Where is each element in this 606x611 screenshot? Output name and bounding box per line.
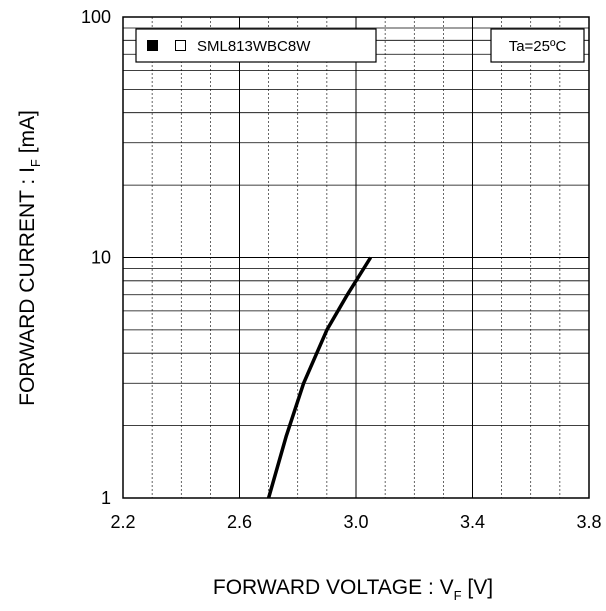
x-tick-label: 3.0 [343,512,368,532]
x-tick-label: 3.8 [576,512,601,532]
annotation-text: Ta=25ºC [509,38,567,55]
tick-labels: 2.2 2.6 3.0 3.4 3.8 1 10 100 [81,7,602,532]
y-tick-label: 10 [91,248,111,268]
legend: SML813WBC8W [135,28,377,63]
x-tick-label: 2.2 [110,512,135,532]
x-axis-label-unit: [V] [462,576,494,599]
annotation: Ta=25ºC [490,28,585,63]
plot-frame [122,16,590,499]
x-axis-label-main: FORWARD VOLTAGE : V [213,576,454,599]
x-tick-label: 3.4 [460,512,485,532]
y-axis-label-sub: F [28,159,43,167]
y-axis-label-unit: [mA] [16,110,39,159]
y-axis-label: FORWARD CURRENT : IF [mA] [16,110,43,406]
y-axis-label-main: FORWARD CURRENT : I [16,167,39,406]
annotation-box [490,28,585,63]
x-axis-label-sub: F [454,588,462,603]
legend-open-square-marker [175,40,186,51]
x-tick-label: 2.6 [227,512,252,532]
y-tick-label: 1 [101,488,111,508]
y-tick-label: 100 [81,7,111,27]
series-line [266,256,373,499]
legend-filled-square-marker [147,40,158,51]
grid [123,17,589,498]
x-axis-label: FORWARD VOLTAGE : VF [V] [213,576,493,603]
legend-label: SML813WBC8W [197,38,311,55]
series-group [266,256,373,499]
